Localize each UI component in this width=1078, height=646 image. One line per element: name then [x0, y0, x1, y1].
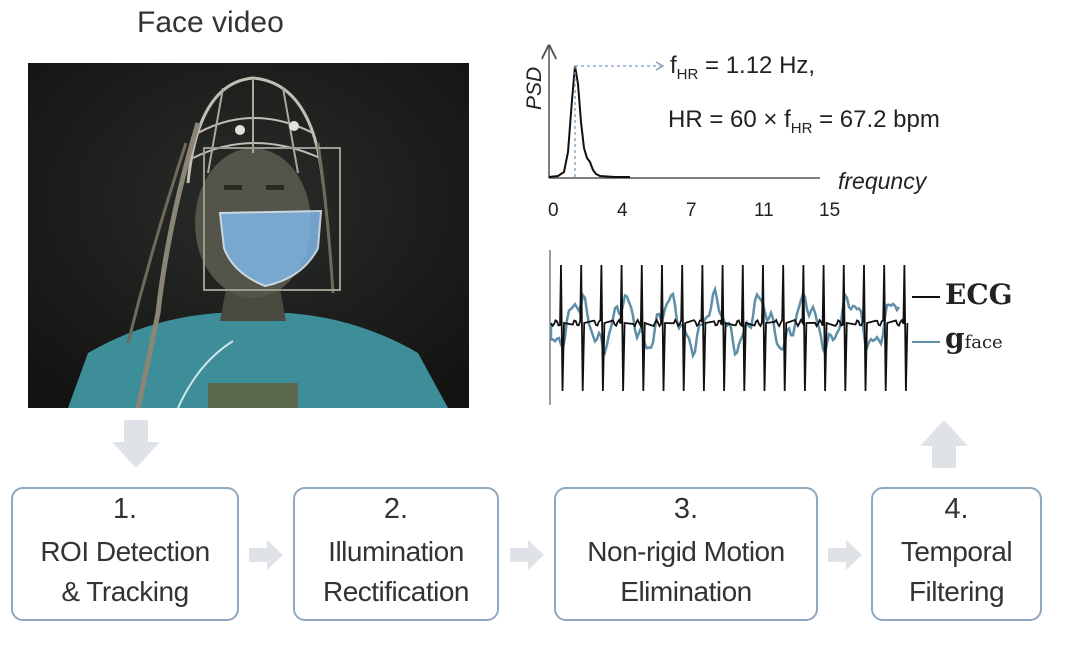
- step-number: 4.: [944, 493, 969, 525]
- step-label: ROI Detection & Tracking: [40, 536, 210, 607]
- gface-legend-swatch: [912, 341, 940, 343]
- psd-curve: [548, 65, 630, 178]
- step-roi-detection: 1. ROI Detection & Tracking: [11, 487, 239, 621]
- step-temporal-filtering: 4. Temporal Filtering: [871, 487, 1042, 621]
- step-label: Temporal Filtering: [900, 536, 1013, 607]
- psd-x-label: frequncy: [838, 168, 927, 194]
- step-label: Illumination Rectification: [322, 536, 470, 607]
- gface-legend-label: gface: [945, 322, 1003, 355]
- fhr-annotation: fHR = 1.12 Hz,: [670, 52, 816, 83]
- step-illumination-rectification: 2. Illumination Rectification: [293, 487, 499, 621]
- ecg-legend-label: ECG: [945, 278, 1013, 311]
- tick-label: 7: [686, 200, 697, 221]
- hr-annotation: HR = 60 × fHR = 67.2 bpm: [668, 106, 940, 137]
- right-arrow-icon: [510, 540, 544, 570]
- step-number: 3.: [673, 493, 699, 525]
- shirt: [68, 313, 448, 408]
- ecg-signal: [550, 264, 909, 392]
- step-label: Non-rigid Motion Elimination: [587, 536, 785, 607]
- psd-y-label: PSD: [523, 66, 546, 110]
- face-video-image: [28, 63, 469, 408]
- ecg-legend-swatch: [912, 296, 940, 298]
- video-title: Face video: [137, 6, 284, 39]
- right-arrow-icon: [828, 540, 862, 570]
- signal-plot: [549, 250, 909, 405]
- tick-label: 11: [754, 200, 774, 221]
- step-motion-elimination: 3. Non-rigid Motion Elimination: [554, 487, 818, 621]
- tick-label: 4: [617, 200, 628, 221]
- tick-label: 0: [548, 200, 559, 221]
- down-arrow-icon: [112, 420, 160, 468]
- psd-plot: [520, 40, 820, 179]
- face-video-frame: [28, 63, 469, 408]
- up-arrow-icon: [920, 420, 968, 468]
- step-number: 2.: [383, 493, 409, 525]
- roi-mask: [218, 209, 323, 288]
- roi-bounding-box: [203, 147, 341, 291]
- step-number: 1.: [112, 493, 138, 525]
- tick-label: 15: [819, 200, 841, 221]
- right-arrow-icon: [249, 540, 283, 570]
